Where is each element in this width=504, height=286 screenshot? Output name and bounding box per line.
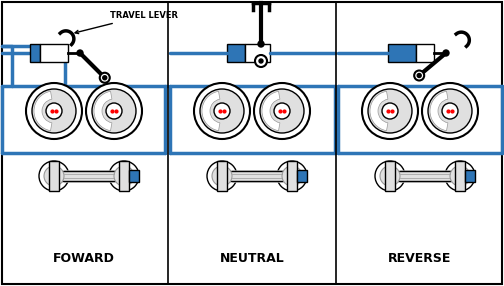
Circle shape	[368, 89, 412, 133]
Circle shape	[39, 161, 69, 191]
Circle shape	[194, 83, 250, 139]
Bar	[227, 44, 245, 62]
Circle shape	[382, 103, 398, 119]
Circle shape	[44, 166, 64, 186]
Circle shape	[362, 83, 418, 139]
Circle shape	[375, 161, 405, 191]
Wedge shape	[262, 91, 280, 131]
Circle shape	[32, 89, 76, 133]
Bar	[129, 170, 139, 182]
Circle shape	[26, 83, 82, 139]
Circle shape	[100, 73, 110, 83]
Circle shape	[258, 41, 264, 47]
Circle shape	[255, 55, 267, 67]
Text: FOWARD: FOWARD	[53, 251, 115, 265]
Circle shape	[212, 166, 232, 186]
Circle shape	[380, 166, 400, 186]
Text: REVERSE: REVERSE	[388, 251, 452, 265]
Circle shape	[259, 59, 263, 63]
Circle shape	[414, 70, 424, 80]
Bar	[465, 170, 475, 182]
Circle shape	[428, 89, 472, 133]
Circle shape	[92, 89, 136, 133]
Wedge shape	[430, 91, 448, 131]
Circle shape	[200, 89, 244, 133]
Wedge shape	[34, 91, 52, 131]
Circle shape	[254, 83, 310, 139]
Bar	[416, 44, 434, 62]
Bar	[59, 171, 119, 181]
Circle shape	[114, 166, 134, 186]
Circle shape	[109, 161, 139, 191]
Bar	[217, 161, 227, 191]
Bar	[388, 44, 416, 62]
Circle shape	[417, 74, 421, 78]
Wedge shape	[370, 91, 388, 131]
Circle shape	[46, 103, 62, 119]
Text: TRAVEL LEVER: TRAVEL LEVER	[75, 11, 178, 34]
Bar	[119, 161, 129, 191]
Circle shape	[214, 103, 230, 119]
Circle shape	[277, 161, 307, 191]
Circle shape	[274, 103, 290, 119]
Circle shape	[86, 83, 142, 139]
Bar	[287, 161, 297, 191]
Wedge shape	[202, 91, 220, 131]
Bar	[455, 161, 465, 191]
Circle shape	[445, 161, 475, 191]
Bar	[49, 161, 59, 191]
Bar	[227, 171, 287, 181]
Wedge shape	[94, 91, 112, 131]
Circle shape	[260, 89, 304, 133]
Circle shape	[282, 166, 302, 186]
Circle shape	[207, 161, 237, 191]
Circle shape	[422, 83, 478, 139]
Bar	[40, 44, 68, 62]
Circle shape	[442, 103, 458, 119]
Bar	[395, 171, 455, 181]
Text: NEUTRAL: NEUTRAL	[220, 251, 284, 265]
Circle shape	[103, 76, 107, 80]
Circle shape	[77, 50, 83, 56]
Circle shape	[443, 50, 449, 56]
Circle shape	[450, 166, 470, 186]
Bar	[385, 161, 395, 191]
Circle shape	[106, 103, 122, 119]
Bar	[297, 170, 307, 182]
Bar	[30, 44, 40, 62]
Bar	[245, 44, 270, 62]
